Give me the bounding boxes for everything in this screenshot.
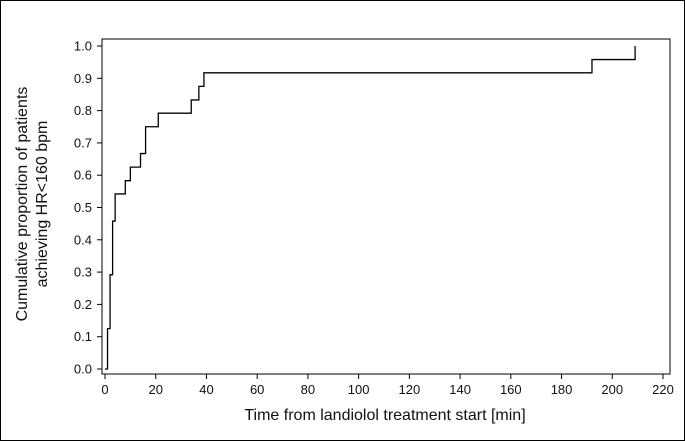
- x-axis-ticks: 0 20 40 60 80 100 120 140 160 180 200 220: [101, 374, 674, 397]
- x-axis-title: Time from landiolol treatment start [min…: [244, 407, 525, 424]
- y-tick-label: 0.6: [74, 168, 92, 183]
- y-axis-ticks: 0.0 0.1 0.2 0.3 0.4 0.5 0.6 0.7 0.8 0.9 1.0: [74, 39, 102, 377]
- y-tick-label: 1.0: [74, 39, 92, 54]
- y-tick-label: 0.0: [74, 362, 92, 377]
- series-layer: [105, 46, 636, 370]
- x-tick-label: 200: [601, 382, 623, 397]
- x-tick-label: 100: [348, 382, 370, 397]
- plot-area-frame: [101, 38, 671, 375]
- y-axis-title-line-2: achieving HR<160 bpm: [34, 121, 51, 288]
- x-tick-label: 60: [250, 382, 264, 397]
- x-tick-label: 180: [551, 382, 573, 397]
- y-axis-title-line-1: Cumulative proportion of patients: [14, 87, 31, 322]
- step-series-line: [105, 46, 636, 370]
- y-tick-label: 0.3: [74, 265, 92, 280]
- x-tick-label: 0: [101, 382, 108, 397]
- y-tick-label: 0.9: [74, 71, 92, 86]
- x-tick-label: 40: [199, 382, 213, 397]
- y-tick-label: 0.2: [74, 297, 92, 312]
- x-tick-label: 220: [652, 382, 674, 397]
- y-tick-label: 0.1: [74, 329, 92, 344]
- y-tick-label: 0.7: [74, 135, 92, 150]
- y-tick-label: 0.8: [74, 103, 92, 118]
- y-tick-label: 0.5: [74, 200, 92, 215]
- x-tick-label: 80: [301, 382, 315, 397]
- x-tick-label: 140: [449, 382, 471, 397]
- x-tick-label: 120: [399, 382, 421, 397]
- x-tick-label: 20: [148, 382, 162, 397]
- x-tick-label: 160: [500, 382, 522, 397]
- y-tick-label: 0.4: [74, 232, 92, 247]
